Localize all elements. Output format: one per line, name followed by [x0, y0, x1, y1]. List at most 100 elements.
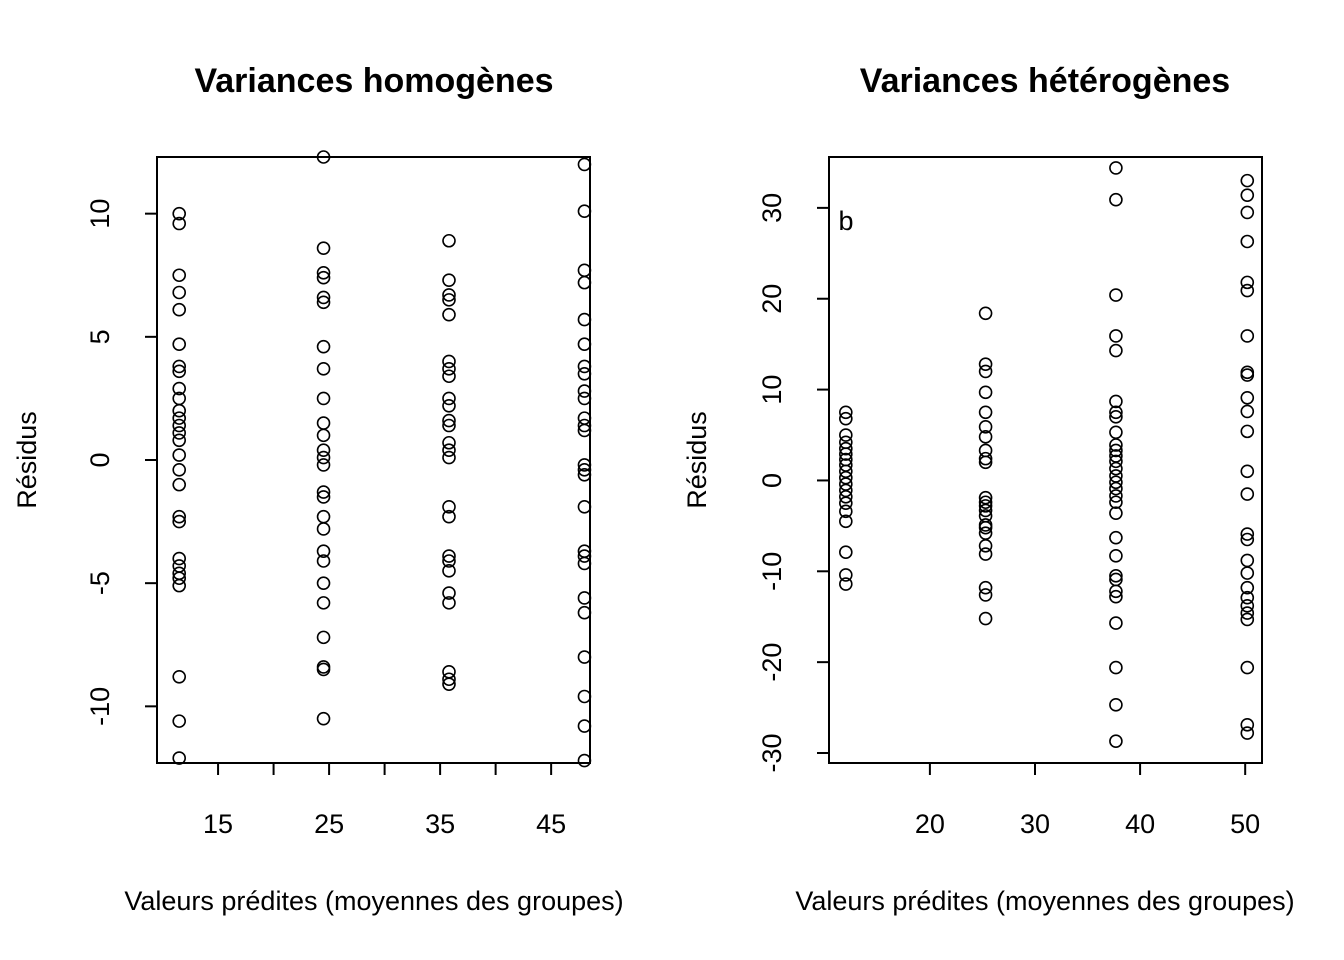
- data-point: [577, 337, 592, 352]
- data-point: [1240, 464, 1255, 479]
- y-tick-label: -5: [85, 571, 115, 595]
- data-point: [577, 500, 592, 514]
- data-point: [172, 714, 187, 728]
- data-point: [316, 362, 331, 376]
- data-point: [1109, 495, 1123, 510]
- data-point: [1109, 161, 1123, 175]
- y-tick-label: 20: [757, 284, 787, 314]
- data-point: [577, 650, 592, 664]
- data-point: [442, 435, 456, 450]
- data-point: [316, 544, 331, 558]
- data-point: [1240, 660, 1255, 675]
- data-point: [577, 263, 592, 278]
- data-point: [577, 591, 592, 605]
- data-point: [577, 157, 592, 172]
- data-point: [442, 233, 456, 248]
- data-point: [577, 689, 592, 704]
- data-point: [442, 672, 456, 687]
- data-point: [316, 295, 331, 310]
- data-point: [1109, 443, 1123, 458]
- data-point: [577, 204, 592, 218]
- data-point: [1240, 718, 1255, 732]
- data-point: [1109, 192, 1123, 207]
- y-tick-label: 10: [85, 199, 115, 229]
- data-point: [442, 443, 456, 457]
- data-point: [172, 359, 187, 374]
- data-point: [1240, 205, 1255, 220]
- data-point: [577, 391, 592, 406]
- x-tick-label: 35: [425, 809, 455, 839]
- data-point: [316, 554, 331, 568]
- data-point: [442, 399, 456, 413]
- data-point: [442, 273, 456, 287]
- data-point: [1240, 173, 1255, 188]
- data-point: [839, 577, 853, 591]
- x-tick-label: 25: [314, 809, 344, 839]
- data-point: [1109, 549, 1123, 563]
- data-point: [172, 302, 187, 317]
- x-tick-label: 40: [1125, 809, 1155, 839]
- data-point: [442, 307, 456, 322]
- data-point: [577, 463, 592, 477]
- data-point: [1109, 530, 1123, 545]
- data-point: [442, 391, 456, 406]
- plot-frame: [156, 156, 591, 764]
- data-point: [316, 270, 331, 285]
- data-point: [172, 578, 187, 593]
- x-tick-label: 50: [1230, 809, 1260, 839]
- data-point: [172, 426, 187, 440]
- data-points: [172, 150, 592, 768]
- data-point: [978, 539, 993, 553]
- panel-heterogeneous-variances: Variances hétérogènes Valeurs prédites (…: [682, 62, 1295, 916]
- data-point: [839, 568, 853, 582]
- data-point: [172, 411, 187, 425]
- y-axis-label: Résidus: [12, 411, 42, 509]
- data-point: [978, 495, 993, 510]
- x-axis-label: Valeurs prédites (moyennes des groupes): [124, 886, 623, 916]
- data-point: [316, 241, 331, 255]
- y-axis-ticks: -30 -20 -10 0 10 20 30: [757, 193, 829, 773]
- data-point: [1109, 584, 1123, 599]
- data-point: [172, 206, 187, 221]
- data-point: [442, 288, 456, 302]
- data-point: [1240, 553, 1255, 568]
- data-point: [577, 312, 592, 327]
- data-point: [1240, 580, 1255, 595]
- data-point: [978, 451, 993, 466]
- data-point: [978, 385, 993, 400]
- data-point: [978, 503, 993, 518]
- data-point: [1109, 425, 1123, 440]
- data-point: [442, 450, 456, 465]
- data-point: [978, 455, 993, 470]
- data-point: [316, 630, 331, 645]
- data-point: [1109, 698, 1123, 712]
- data-point: [577, 549, 592, 563]
- data-point: [577, 719, 592, 733]
- data-point: [577, 359, 592, 374]
- data-point: [1240, 283, 1255, 298]
- data-point: [577, 418, 592, 433]
- chart-title: Variances hétérogènes: [860, 62, 1230, 100]
- data-point: [839, 489, 853, 504]
- data-point: [172, 403, 187, 418]
- data-point: [1240, 566, 1255, 580]
- data-point: [172, 514, 187, 529]
- data-point: [316, 391, 331, 406]
- data-point: [172, 463, 187, 477]
- y-tick-label: -20: [757, 643, 787, 682]
- data-point: [172, 285, 187, 300]
- data-point: [316, 443, 331, 457]
- data-point: [172, 216, 187, 231]
- data-point: [172, 551, 187, 566]
- data-point: [978, 364, 993, 379]
- data-point: [1240, 365, 1255, 380]
- data-point: [577, 366, 592, 381]
- data-point: [1109, 475, 1123, 490]
- data-point: [316, 522, 331, 536]
- data-point: [1109, 461, 1123, 476]
- data-point: [316, 416, 331, 430]
- data-point: [978, 611, 993, 626]
- data-point: [1109, 734, 1123, 748]
- data-point: [316, 662, 331, 677]
- data-point: [1240, 329, 1255, 343]
